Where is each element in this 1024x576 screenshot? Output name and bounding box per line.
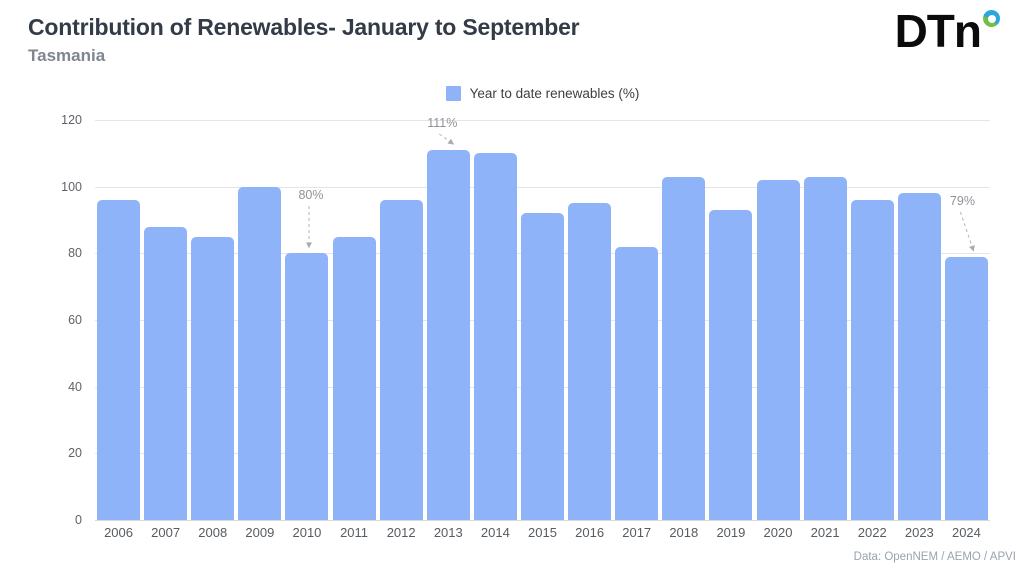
page-subtitle: Tasmania [28, 46, 106, 65]
x-tick-label-2011: 2011 [340, 525, 369, 540]
x-tick-label-2019: 2019 [716, 525, 746, 540]
annotation-label-2024: 79% [950, 194, 975, 208]
bar-2010[interactable] [285, 253, 329, 520]
bar-2019[interactable] [709, 210, 753, 520]
annotation-arrow-2013 [438, 133, 455, 145]
page-title: Contribution of Renewables- January to S… [28, 14, 580, 40]
bar-2006[interactable] [97, 200, 141, 520]
bar-2014[interactable] [473, 153, 517, 520]
x-tick-label-2017: 2017 [622, 525, 652, 540]
x-tick-label-2008: 2008 [198, 525, 228, 540]
y-tick-label-120: 120 [61, 113, 82, 127]
annotation-overlay: 80% 111% 79% [298, 116, 975, 252]
dtn-degree-ring-icon [983, 10, 1000, 27]
bar-2009[interactable] [238, 186, 282, 520]
bar-2016[interactable] [568, 203, 612, 520]
bar-2012[interactable] [379, 200, 423, 520]
bar-2022[interactable] [850, 200, 894, 520]
gridline-0 [95, 520, 990, 521]
annotation-label-2010: 80% [298, 188, 323, 202]
x-tick-label-2010: 2010 [292, 525, 322, 540]
annotation-label-2013: 111% [427, 116, 457, 130]
x-tick-label-2023: 2023 [904, 525, 934, 540]
x-tick-label-2013: 2013 [433, 525, 463, 540]
y-tick-label-40: 40 [68, 379, 82, 394]
bar-2017[interactable] [615, 246, 659, 520]
x-tick-label-2016: 2016 [575, 525, 605, 540]
y-axis: 0 20 40 60 80 100 120 [0, 113, 88, 527]
bar-2008[interactable] [191, 236, 235, 520]
bar-2007[interactable] [144, 226, 188, 520]
x-tick-label-2007: 2007 [151, 525, 181, 540]
x-tick-label-2014: 2014 [480, 525, 510, 540]
annotation-arrow-2024 [959, 211, 975, 252]
x-tick-label-2022: 2022 [857, 525, 887, 540]
x-tick-label-2009: 2009 [245, 525, 275, 540]
bar-2020[interactable] [756, 180, 800, 520]
x-tick-label-2021: 2021 [810, 525, 840, 540]
legend-swatch-icon [445, 86, 461, 101]
x-tick-label-2024: 2024 [951, 525, 981, 540]
y-tick-label-80: 80 [68, 246, 82, 261]
x-tick-label-2018: 2018 [669, 525, 699, 540]
x-tick-label-2012: 2012 [386, 525, 416, 540]
plot-area: 80% 111% 79% [95, 116, 990, 521]
x-tick-label-2020: 2020 [763, 525, 793, 540]
y-tick-label-0: 0 [75, 513, 82, 527]
x-tick-label-2015: 2015 [528, 525, 557, 540]
gridline-100 [95, 186, 990, 188]
y-tick-label-20: 20 [68, 446, 82, 461]
x-axis: 2006 2007 2008 2009 2010 2011 2012 2013 2014 2015… [95, 525, 990, 545]
bar-2013[interactable] [426, 150, 470, 520]
bar-2021[interactable] [803, 176, 847, 520]
bar-2015[interactable] [521, 213, 564, 520]
bar-2023[interactable] [897, 193, 941, 520]
bar-2011[interactable] [332, 236, 376, 520]
legend-label: Year to date renewables (%) [469, 86, 640, 101]
bar-2018[interactable] [662, 176, 706, 520]
data-source: Data: OpenNEM / AEMO / APVI [853, 551, 1016, 563]
y-tick-label-100: 100 [61, 179, 82, 194]
x-tick-label-2006: 2006 [104, 525, 133, 540]
y-tick-label-60: 60 [68, 313, 82, 327]
dtn-logo-text: DTn [894, 5, 982, 57]
dtn-logo: DTn [895, 8, 1000, 54]
gridline-120 [95, 120, 990, 121]
bar-2024[interactable] [944, 256, 988, 520]
chart-legend[interactable]: Year to date renewables (%) [95, 86, 990, 101]
